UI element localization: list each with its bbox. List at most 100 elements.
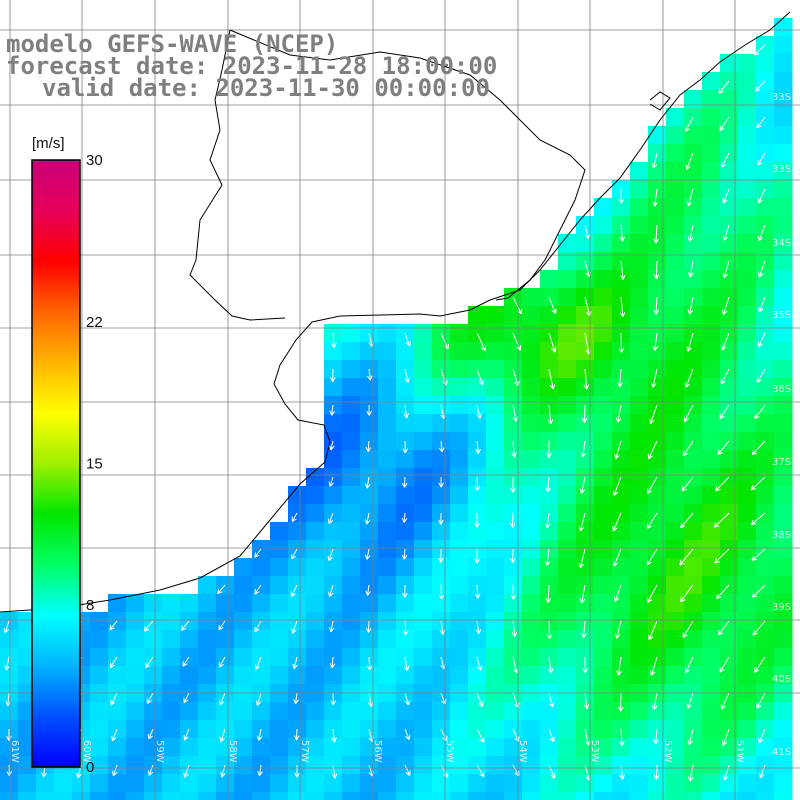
field-cell <box>738 468 757 487</box>
field-cell <box>630 702 649 721</box>
field-cell <box>702 288 721 307</box>
wind-arrow <box>183 692 190 704</box>
field-cell <box>414 648 433 667</box>
field-cell <box>774 36 793 55</box>
wind-arrow <box>476 692 484 708</box>
field-cell <box>594 234 613 253</box>
field-cell <box>774 216 793 235</box>
wind-arrow <box>328 476 334 487</box>
wind-arrow <box>254 548 262 558</box>
field-cell <box>576 630 595 649</box>
field-cell <box>108 702 127 721</box>
wind-arrow <box>718 80 730 94</box>
field-cell <box>738 450 757 469</box>
field-cell <box>108 792 127 800</box>
field-cell <box>540 414 559 433</box>
field-cell <box>558 792 577 800</box>
wind-arrow <box>509 512 516 528</box>
field-cell <box>738 432 757 451</box>
wind-arrow <box>685 152 694 170</box>
wind-arrow <box>147 764 154 776</box>
wind-arrow <box>401 584 408 598</box>
field-cell <box>288 702 307 721</box>
colorbar-tick-label: 30 <box>86 152 103 169</box>
field-cell <box>540 792 559 800</box>
field-cell <box>774 630 793 649</box>
field-cell <box>396 522 415 541</box>
field-cell <box>378 576 397 595</box>
field-cell <box>324 486 343 505</box>
field-cell <box>126 792 145 800</box>
valid-date: valid date: 2023-11-30 00:00:00 <box>42 74 490 102</box>
field-cell <box>522 360 541 379</box>
field-cell <box>378 432 397 451</box>
field-cell <box>774 270 793 289</box>
wind-arrow <box>652 188 659 207</box>
field-cell <box>414 396 433 415</box>
field-cell <box>486 486 505 505</box>
field-cell <box>738 504 757 523</box>
title-block: modelo GEFS-WAVE (NCEP) forecast date: 2… <box>6 30 497 102</box>
field-cell <box>558 702 577 721</box>
field-cell <box>738 648 757 667</box>
field-cell <box>630 540 649 559</box>
field-cell <box>630 648 649 667</box>
wind-arrow <box>722 188 730 204</box>
wind-arrow <box>331 728 337 743</box>
field-cell <box>36 774 55 793</box>
wind-arrow <box>716 584 730 600</box>
wind-arrow <box>756 692 766 709</box>
wind-arrow <box>715 476 730 492</box>
field-cell <box>702 234 721 253</box>
field-cell <box>450 342 469 361</box>
wind-arrow <box>474 584 481 599</box>
field-cell <box>684 522 703 541</box>
field-cell <box>558 612 577 631</box>
field-cell <box>702 756 721 775</box>
field-cell <box>594 504 613 523</box>
field-cell <box>738 306 757 325</box>
wind-arrow <box>619 260 626 280</box>
latitude-label: 41S <box>772 747 791 758</box>
field-cell <box>756 594 775 613</box>
field-cell <box>396 558 415 577</box>
field-cell <box>468 486 487 505</box>
latitude-label: 38S <box>772 530 791 541</box>
field-cell <box>522 324 541 343</box>
field-cell <box>396 486 415 505</box>
field-cell <box>774 252 793 271</box>
field-cell <box>414 360 433 379</box>
wind-arrow <box>613 584 622 603</box>
field-cell <box>594 414 613 433</box>
field-cell <box>450 792 469 800</box>
field-cell <box>306 594 325 613</box>
wind-arrow <box>653 728 659 745</box>
field-cell <box>630 324 649 343</box>
wind-arrow <box>720 692 730 710</box>
field-cell <box>432 594 451 613</box>
field-cell <box>468 414 487 433</box>
field-cell <box>486 594 505 613</box>
wind-arrow <box>218 656 226 668</box>
field-cell <box>558 504 577 523</box>
field-cell <box>360 342 379 361</box>
field-cell <box>756 666 775 685</box>
field-cell <box>738 198 757 217</box>
field-cell <box>522 756 541 775</box>
field-cell <box>774 666 793 685</box>
field-cell <box>468 594 487 613</box>
field-cell <box>288 666 307 685</box>
latitude-label: 35S <box>772 310 791 321</box>
wind-arrow <box>291 548 298 560</box>
wind-arrow <box>547 656 554 674</box>
field-cell <box>306 738 325 757</box>
field-cell <box>378 702 397 721</box>
field-cell <box>594 216 613 235</box>
field-cell <box>738 486 757 505</box>
field-cell <box>738 108 757 127</box>
wind-arrow <box>652 332 659 351</box>
field-cell <box>288 738 307 757</box>
field-cell <box>324 414 343 433</box>
field-cell <box>756 90 775 109</box>
wind-arrow <box>580 620 587 638</box>
